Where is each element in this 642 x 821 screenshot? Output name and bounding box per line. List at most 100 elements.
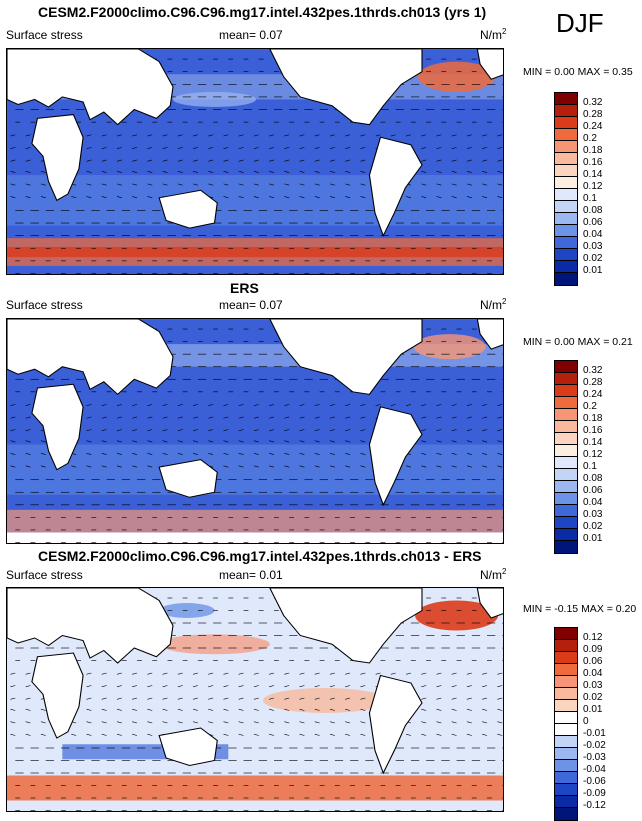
panel-3-colorbar-ticks: 0.12 0.09 0.06 0.04 0.03 0.02 0.01 0 -0.01 -0.02-…	[583, 632, 606, 812]
stress-arrow	[497, 416, 503, 419]
stress-arrow	[436, 134, 442, 137]
stress-arrow	[132, 452, 138, 455]
panel-2-colorbar-ticks: 0.32 0.28 0.24 0.2 0.18 0.16 0.14 0.12 0.1 0.08 0.…	[583, 365, 602, 545]
panel-2-title: ERS	[230, 280, 259, 296]
stress-arrow	[132, 134, 138, 137]
stress-arrow	[40, 465, 46, 468]
colorbar-swatch	[555, 105, 577, 117]
stress-arrow	[86, 685, 92, 688]
stress-arrow	[299, 440, 305, 443]
stress-arrow	[162, 159, 168, 162]
stress-arrow	[253, 416, 259, 419]
stress-arrow	[360, 685, 366, 688]
stress-arrow	[466, 733, 472, 736]
stress-arrow	[101, 159, 107, 162]
stress-arrow	[269, 183, 275, 186]
colorbar-swatch	[555, 676, 577, 688]
stress-arrow	[436, 183, 442, 186]
stress-arrow	[497, 429, 503, 432]
south-america-outline	[368, 674, 423, 775]
stress-arrow	[314, 697, 320, 700]
stress-arrow	[116, 465, 122, 468]
stress-arrow	[238, 465, 244, 468]
stress-arrow	[269, 159, 275, 162]
stress-arrow	[147, 147, 153, 149]
stress-arrow	[25, 465, 31, 468]
stress-arrow	[421, 196, 427, 199]
stress-arrow	[162, 440, 168, 443]
stress-arrow	[10, 697, 16, 700]
stress-arrow	[269, 452, 275, 455]
stress-arrow	[269, 697, 275, 700]
stress-arrow	[25, 429, 31, 432]
stress-arrow	[10, 159, 16, 162]
stress-arrow	[436, 440, 442, 443]
stress-arrow	[436, 159, 442, 162]
stress-arrow	[86, 134, 92, 137]
stress-arrow	[116, 170, 122, 173]
stress-arrow	[253, 697, 259, 700]
stress-arrow	[269, 733, 275, 736]
stress-arrow	[497, 147, 503, 149]
colorbar-swatch	[555, 796, 577, 808]
stress-arrow	[466, 721, 472, 724]
stress-arrow	[86, 416, 92, 419]
stress-arrow	[132, 685, 138, 688]
stress-arrow	[497, 708, 503, 711]
stress-arrow	[40, 733, 46, 736]
stress-arrow	[101, 404, 107, 406]
stress-arrow	[40, 170, 46, 173]
panel-1-map	[6, 48, 504, 275]
colorbar-swatch	[555, 177, 577, 189]
stress-arrow	[238, 733, 244, 736]
stress-arrow	[223, 708, 229, 711]
stress-arrow	[314, 170, 320, 173]
stress-arrow	[132, 183, 138, 186]
stress-arrow	[10, 708, 16, 711]
stress-arrow	[132, 429, 138, 432]
stress-arrow	[40, 708, 46, 711]
stress-arrow	[10, 721, 16, 724]
stress-arrow	[10, 196, 16, 199]
stress-arrow	[269, 134, 275, 137]
stress-arrow	[223, 452, 229, 455]
stress-arrow	[466, 452, 472, 455]
stress-arrow	[299, 159, 305, 162]
stress-arrow	[208, 708, 214, 711]
stress-arrow	[299, 196, 305, 199]
stress-arrow	[253, 183, 259, 186]
stress-arrow	[253, 404, 259, 406]
stress-arrow	[10, 429, 16, 432]
south-america-outline	[368, 406, 423, 507]
stress-arrow	[314, 708, 320, 711]
stress-arrow	[147, 452, 153, 455]
stress-arrow	[390, 134, 396, 137]
colorbar-tick-label: 0.12	[583, 181, 603, 192]
stress-arrow	[466, 708, 472, 711]
stress-arrow	[25, 733, 31, 736]
stress-arrow	[269, 429, 275, 432]
colorbar-swatch	[555, 541, 577, 553]
panel-2-mean-label: mean= 0.07	[219, 298, 283, 312]
stress-arrow	[436, 733, 442, 736]
colorbar-swatch	[555, 505, 577, 517]
stress-arrow	[284, 685, 290, 688]
stress-arrow	[466, 440, 472, 443]
stress-arrow	[177, 429, 183, 432]
colorbar-tick-label: 0.04	[583, 668, 603, 679]
europe-east-edge	[476, 588, 503, 619]
stress-arrow	[147, 697, 153, 700]
colorbar-swatch	[555, 469, 577, 481]
colorbar-tick-label: 0.14	[583, 169, 603, 180]
stress-arrow	[360, 440, 366, 443]
stress-arrow	[177, 159, 183, 162]
stress-arrow	[132, 159, 138, 162]
colorbar-swatch	[555, 640, 577, 652]
stress-arrow	[436, 465, 442, 468]
panel-1-min-max: MIN = 0.00 MAX = 0.35	[523, 66, 633, 78]
stress-arrow	[329, 183, 335, 186]
stress-arrow	[86, 708, 92, 711]
colorbar-swatch	[555, 760, 577, 772]
stress-arrow	[314, 134, 320, 137]
stress-arrow	[132, 465, 138, 468]
